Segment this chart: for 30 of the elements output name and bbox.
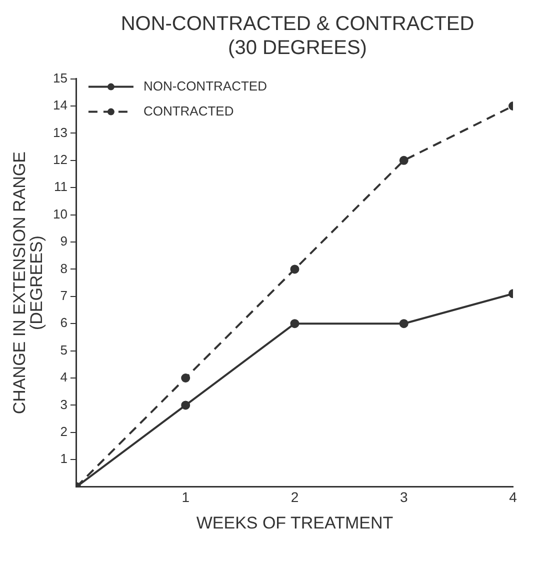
point: [399, 156, 408, 165]
legend-label: NON-CONTRACTED: [143, 78, 267, 94]
point: [290, 319, 300, 328]
point: [399, 319, 408, 328]
y-tick-label: 6: [60, 315, 68, 330]
x-axis-title: WEEKS OF TREATMENT: [196, 513, 394, 532]
y-tick-label: 8: [60, 260, 68, 276]
y-tick-label: 11: [54, 179, 68, 194]
y-tick-label: 4: [60, 370, 68, 385]
x-tick-label: 4: [509, 489, 518, 506]
y-tick-label: 15: [52, 70, 68, 86]
y-tick-label: 14: [52, 98, 68, 113]
y-tick-label: 5: [60, 342, 68, 358]
point: [181, 400, 190, 410]
x-tick-label: 3: [400, 489, 408, 506]
y-tick-label: 10: [52, 206, 68, 222]
chart-title: NON-CONTRACTED & CONTRACTED (30 DEGREES): [120, 12, 476, 61]
y-tick-label: 1: [60, 451, 68, 466]
x-tick-label: 1: [182, 489, 190, 506]
y-tick-label: 2: [60, 424, 68, 439]
y-tick-label: 9: [60, 234, 68, 249]
point: [181, 374, 190, 382]
y-tick-label: 13: [52, 124, 68, 140]
y-tick-label: 12: [52, 152, 68, 167]
y-tick-label: 3: [60, 396, 68, 412]
y-tick-label: 7: [60, 288, 68, 303]
y-axis-title: CHANGE IN EXTENSION RANGE (DEGREES): [10, 151, 46, 414]
point: [290, 264, 300, 274]
x-tick-label: 2: [290, 489, 299, 506]
legend-label: CONTRACTED: [143, 103, 234, 118]
